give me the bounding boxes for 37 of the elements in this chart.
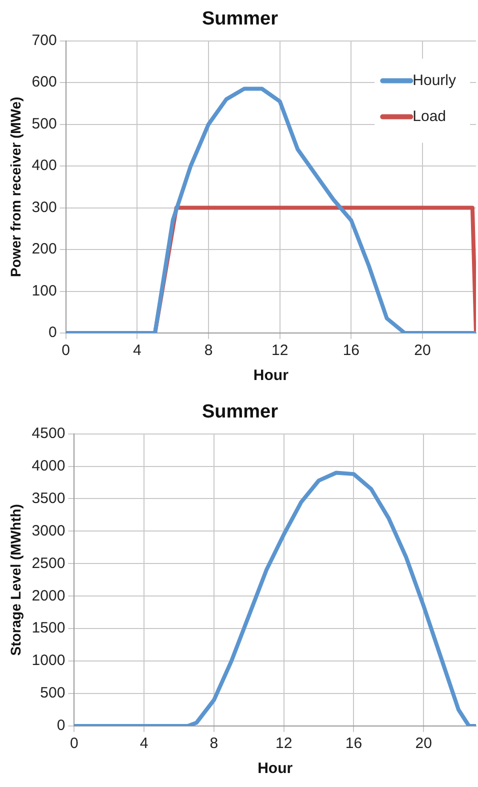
x-tick-label: 12 xyxy=(271,342,288,360)
y-axis-title: Power from receiver (MWe) xyxy=(7,96,24,278)
y-tick-label: 200 xyxy=(32,240,57,258)
x-tick-label: 20 xyxy=(414,342,431,360)
x-tick-label: 20 xyxy=(415,735,432,752)
x-tick-label: 4 xyxy=(140,735,148,752)
y-tick-label: 4500 xyxy=(32,424,66,442)
x-axis-title: Hour xyxy=(253,367,289,384)
y-tick-label: 0 xyxy=(56,717,66,734)
x-tick-label: 12 xyxy=(275,735,292,752)
x-tick-label: 16 xyxy=(342,342,360,360)
y-tick-label: 1500 xyxy=(32,620,66,637)
y-tick-label: 500 xyxy=(40,684,66,702)
x-axis-title: Hour xyxy=(258,760,293,778)
chart-title: Summer xyxy=(202,402,279,423)
y-tick-label: 700 xyxy=(32,32,57,49)
y-tick-label: 4000 xyxy=(32,457,66,474)
x-tick-label: 0 xyxy=(70,735,78,752)
chart-title: Summer xyxy=(202,8,279,30)
y-tick-label: 400 xyxy=(32,157,57,174)
x-tick-label: 4 xyxy=(132,342,142,360)
y-axis-title: Storage Level (MWhth) xyxy=(7,504,24,656)
y-tick-label: 1000 xyxy=(32,652,66,670)
y-tick-label: 600 xyxy=(32,74,57,91)
y-tick-label: 0 xyxy=(48,324,57,342)
y-tick-label: 100 xyxy=(32,282,57,300)
x-tick-label: 16 xyxy=(345,735,362,752)
y-tick-label: 2500 xyxy=(32,554,66,572)
x-tick-label: 8 xyxy=(210,735,218,752)
y-tick-label: 3500 xyxy=(32,490,66,507)
legend-label: Hourly xyxy=(412,72,456,89)
y-tick-label: 500 xyxy=(32,115,57,132)
x-tick-label: 8 xyxy=(204,342,213,360)
y-tick-label: 3000 xyxy=(32,522,66,540)
legend-label: Load xyxy=(412,108,446,125)
y-tick-label: 300 xyxy=(32,198,57,216)
y-tick-label: 2000 xyxy=(32,587,66,604)
